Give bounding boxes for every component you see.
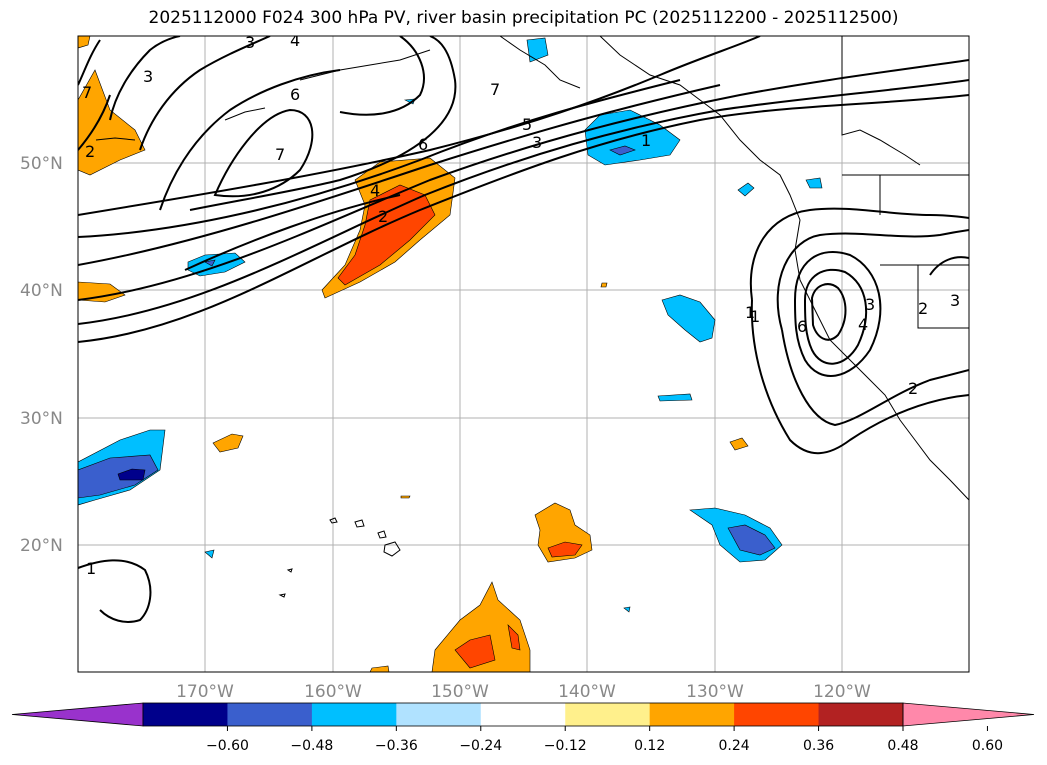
svg-text:6: 6 [290,85,300,104]
colorbar-border [142,702,904,727]
svg-text:2: 2 [85,142,95,161]
svg-text:2: 2 [378,207,388,226]
svg-text:1: 1 [750,307,760,326]
colorbar-tick-label: −0.36 [375,738,418,754]
colorbar-tick-label: 0.60 [972,738,1003,754]
colorbar-segment [311,703,397,726]
colorbar-segment [818,703,904,726]
lat-label: 30°N [20,409,63,429]
lon-label: 150°W [431,682,489,702]
colorbar-tick-label: −0.24 [459,738,502,754]
svg-text:3: 3 [950,291,960,310]
svg-text:2: 2 [908,379,918,398]
svg-text:2: 2 [918,299,928,318]
colorbar-tick-label: −0.12 [544,738,587,754]
colorbar-tick-label: −0.48 [290,738,333,754]
longitude-labels: 170°W 160°W 150°W 140°W 130°W 120°W [176,682,871,702]
lat-label: 50°N [20,154,63,174]
svg-text:7: 7 [82,83,92,102]
svg-text:7: 7 [490,80,500,99]
plot-border [77,35,970,673]
colorbar-segment [565,703,651,726]
lat-label: 40°N [20,281,63,301]
latitude-labels: 50°N 40°N 30°N 20°N [20,154,63,556]
svg-text:6: 6 [797,317,807,336]
svg-text:1: 1 [745,303,755,322]
plot-area [78,36,969,672]
pv-contours [78,36,969,623]
colorbar-tick-label: −0.60 [206,738,249,754]
colorbar-tick-label: 0.48 [887,738,918,754]
svg-text:3: 3 [865,295,875,314]
lon-label: 130°W [686,682,744,702]
colorbar-segment [734,703,820,726]
map-title: 2025112000 F024 300 hPa PV, river basin … [148,8,899,28]
svg-text:1: 1 [641,131,651,150]
lon-label: 160°W [304,682,362,702]
svg-text:5: 5 [522,115,532,134]
svg-text:3: 3 [532,133,542,152]
svg-text:3: 3 [245,33,255,52]
lon-label: 140°W [558,682,616,702]
svg-text:7: 7 [275,145,285,164]
colorbar-extend-low [11,702,144,727]
svg-text:1: 1 [86,559,96,578]
colorbar-tick-label: 0.24 [719,738,750,754]
svg-text:4: 4 [858,315,868,334]
colorbar-extend-high [902,702,1035,727]
colorbar-tick-label: 0.12 [634,738,665,754]
contour-labels: 3 4 6 7 7 6 5 3 1 1 2 4 2 7 1 6 3 2 3 1 … [82,31,960,578]
lon-label: 170°W [176,682,234,702]
colorbar-segment [649,703,735,726]
gridlines [78,36,969,672]
colorbar-segment [143,703,228,726]
colorbar-segment [227,703,313,726]
colorbar: −0.60 −0.48 −0.36 −0.24 −0.12 0.12 0.24 0.36 0.4… [11,702,1035,754]
svg-text:6: 6 [418,135,428,154]
lon-label: 120°W [813,682,871,702]
colorbar-segment [480,703,566,726]
colorbar-tick-label: 0.36 [803,738,834,754]
svg-text:4: 4 [370,181,380,200]
colorbar-segment [396,703,482,726]
svg-text:3: 3 [143,67,153,86]
svg-text:4: 4 [290,31,300,50]
lat-label: 20°N [20,536,63,556]
